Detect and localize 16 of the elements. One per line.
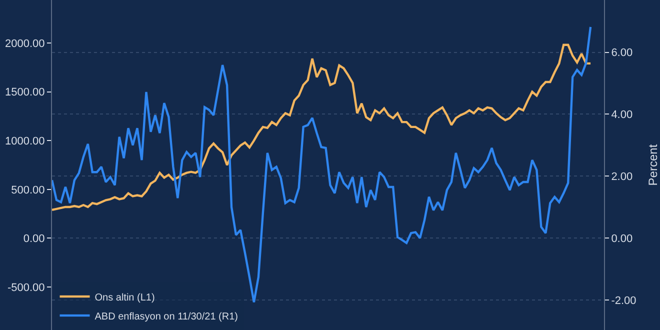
line-series <box>52 44 592 212</box>
y-tick-label: 0.00 <box>23 233 45 246</box>
y-tick-label: 500.00 <box>11 184 45 196</box>
y-tick-label: 2000.00 <box>5 38 45 50</box>
y2-tick-label: 0.00 <box>611 232 633 245</box>
y-tick-label: -500.00 <box>7 282 45 294</box>
y2-tick-label: 4.00 <box>611 109 633 122</box>
legend-label: Ons altin (L1) <box>94 292 155 304</box>
y2-tick-label: 2.00 <box>611 170 633 183</box>
line-series <box>52 26 592 304</box>
y-tick-label: 1000.00 <box>5 135 45 148</box>
y-tick-label: 1500.00 <box>5 86 45 99</box>
y2-tick-label: -2.00 <box>611 294 636 307</box>
legend-label: ABD enflasyon on 11/30/21 (R1) <box>94 311 238 322</box>
y2-tick-label: 6.00 <box>611 47 633 60</box>
y2-axis-title: Percent <box>646 144 660 186</box>
